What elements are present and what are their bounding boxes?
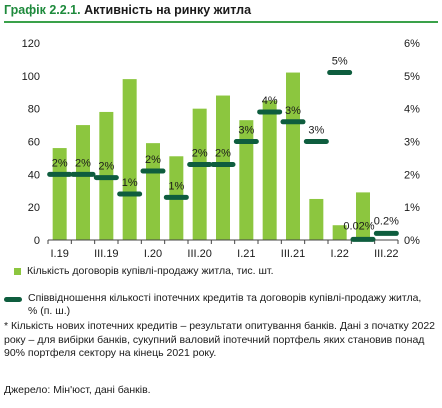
x-tick-label: I.20 bbox=[144, 248, 162, 260]
line-data-label: 2% bbox=[98, 161, 114, 173]
line-data-label: 2% bbox=[75, 157, 91, 169]
x-tick-label: III.21 bbox=[281, 248, 305, 260]
footnote: * Кількість нових іпотечних кредитів – р… bbox=[4, 320, 436, 359]
bar bbox=[146, 143, 160, 240]
bar bbox=[309, 198, 324, 240]
bar bbox=[122, 79, 137, 240]
y-tick-label: 120 bbox=[22, 38, 40, 50]
x-tick-label: III.22 bbox=[374, 248, 398, 260]
bar bbox=[216, 95, 230, 241]
y-tick-label: 60 bbox=[28, 137, 40, 149]
legend-bars-label: Кількість договорів купівлі-продажу житл… bbox=[27, 265, 274, 277]
title-divider bbox=[4, 21, 438, 23]
source-note: Джерело: Мін'юст, дані банків. bbox=[4, 384, 151, 396]
bar bbox=[332, 225, 347, 240]
line-data-label: 0.02% bbox=[343, 220, 374, 232]
chart-title: Графік 2.2.1. Активність на ринку житла bbox=[4, 3, 251, 17]
y2-tick-label: 3% bbox=[404, 137, 420, 149]
y2-tick-label: 0% bbox=[404, 235, 420, 247]
y2-tick-label: 4% bbox=[404, 104, 420, 116]
line-data-label: 5% bbox=[332, 56, 348, 68]
line-data-label: 3% bbox=[285, 105, 301, 117]
legend-line-label: Співвідношення кількості іпотечних креди… bbox=[28, 292, 422, 317]
line-data-label: 2% bbox=[192, 147, 208, 159]
bar bbox=[76, 125, 90, 240]
line-data-label: 2% bbox=[52, 157, 68, 169]
bar bbox=[356, 192, 370, 240]
line-data-label: 1% bbox=[168, 180, 184, 192]
bar bbox=[262, 100, 277, 240]
chart-number: Графік 2.2.1. bbox=[4, 3, 81, 17]
y-tick-label: 40 bbox=[28, 169, 40, 181]
line-data-label: 1% bbox=[122, 177, 138, 189]
chart-plot: 0 20 40 60 80 100 120 0% 1% 2% 3% 4% 5% 6% I.19 III.19 I… bbox=[22, 38, 420, 260]
line-data-label: 2% bbox=[215, 147, 231, 159]
bar bbox=[192, 108, 207, 241]
bar bbox=[239, 120, 254, 240]
y-tick-label: 100 bbox=[22, 71, 40, 83]
legend-line: Співвідношення кількості іпотечних креди… bbox=[4, 292, 424, 318]
x-tick-label: I.21 bbox=[237, 248, 255, 260]
line-data-label: 4% bbox=[262, 95, 278, 107]
line-data-label: 0.2% bbox=[374, 215, 399, 227]
bar bbox=[286, 72, 300, 240]
y-tick-label: 80 bbox=[28, 104, 40, 116]
y-tick-label: 0 bbox=[34, 235, 40, 247]
chart-title-text: Активність на ринку житла bbox=[84, 3, 252, 17]
x-tick-label: I.19 bbox=[50, 248, 68, 260]
line-data-label: 2% bbox=[145, 154, 161, 166]
line-data-label: 3% bbox=[308, 125, 324, 137]
line-data-label: 3% bbox=[238, 125, 254, 137]
y2-tick-label: 5% bbox=[404, 71, 420, 83]
y2-tick-label: 6% bbox=[404, 38, 420, 50]
y-tick-label: 20 bbox=[28, 202, 40, 214]
legend-bars-swatch bbox=[14, 267, 21, 275]
bar bbox=[52, 148, 67, 240]
x-tick-label: III.20 bbox=[187, 248, 211, 260]
x-tick-label: I.22 bbox=[330, 248, 348, 260]
x-tick-label: III.19 bbox=[94, 248, 118, 260]
legend-line-swatch bbox=[4, 297, 22, 302]
legend-bars: Кількість договорів купівлі-продажу житл… bbox=[14, 265, 274, 278]
y2-tick-label: 2% bbox=[404, 169, 420, 181]
y2-tick-label: 1% bbox=[404, 202, 420, 214]
